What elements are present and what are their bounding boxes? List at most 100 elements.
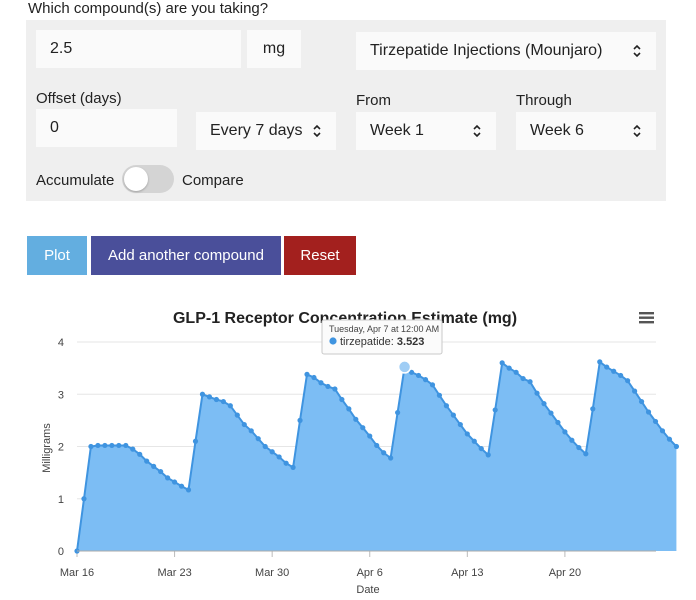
data-point <box>178 483 185 489</box>
from-select[interactable]: Week 1 <box>356 112 496 150</box>
y-axis-ticks: 0 1 2 3 4 <box>58 337 64 558</box>
data-point <box>555 419 561 426</box>
data-point <box>395 409 401 416</box>
y-tick-label: 3 <box>58 389 64 401</box>
data-point <box>199 391 206 397</box>
data-point <box>457 421 463 428</box>
compound-selected: Tirzepatide Injections (Mounjaro) <box>370 42 603 59</box>
data-point <box>443 403 450 409</box>
x-tick-label: Mar 16 <box>60 567 94 579</box>
data-point <box>597 359 603 365</box>
data-point <box>429 382 436 388</box>
data-point <box>109 442 115 449</box>
data-point <box>506 365 512 371</box>
data-point <box>137 451 143 457</box>
data-point <box>95 442 101 449</box>
data-point <box>492 407 498 413</box>
data-point <box>464 431 470 437</box>
dose-unit-label: mg <box>247 30 301 68</box>
data-point <box>332 386 338 392</box>
data-point <box>632 388 638 394</box>
tooltip-series-dot <box>329 337 337 345</box>
data-point <box>185 487 192 493</box>
through-select[interactable]: Week 6 <box>516 112 656 150</box>
data-point <box>116 442 122 449</box>
data-point <box>144 458 150 464</box>
select-chevron-icon <box>313 124 321 138</box>
series-area <box>77 361 677 551</box>
concentration-chart: GLP-1 Receptor Concentration Estimate (m… <box>41 310 680 596</box>
data-point <box>213 396 219 403</box>
data-point <box>151 463 157 469</box>
data-point <box>562 429 568 435</box>
data-point <box>485 452 491 458</box>
tooltip-value-line: tirzepatide: 3.523 <box>340 336 424 348</box>
x-axis-ticks: Mar 16 Mar 23 Mar 30 Apr 6 Apr 13 Apr 20 <box>60 551 581 579</box>
series-points <box>74 359 680 554</box>
data-point <box>297 417 303 423</box>
chart-menu-icon[interactable] <box>639 312 654 324</box>
data-point <box>652 418 659 425</box>
data-point <box>192 438 199 444</box>
data-point <box>471 438 477 444</box>
compound-select[interactable]: Tirzepatide Injections (Mounjaro) <box>356 32 656 70</box>
data-point <box>206 394 213 400</box>
x-tick-label: Apr 6 <box>357 567 383 579</box>
data-point <box>248 428 254 434</box>
from-label: From <box>356 92 391 109</box>
from-selected: Week 1 <box>370 122 424 139</box>
add-compound-button[interactable]: Add another compound <box>91 236 281 275</box>
select-chevron-icon <box>633 44 641 58</box>
data-point <box>450 412 456 418</box>
data-point <box>520 375 526 382</box>
data-point <box>130 446 136 452</box>
data-point <box>576 444 582 451</box>
y-axis-title: Milligrams <box>41 423 53 473</box>
data-point <box>367 433 373 439</box>
data-point <box>276 454 282 460</box>
tooltip-date: Tuesday, Apr 7 at 12:00 AM <box>329 324 439 334</box>
data-point <box>673 443 680 450</box>
data-point <box>290 464 296 470</box>
data-point <box>102 442 108 449</box>
data-point <box>234 412 240 418</box>
data-point <box>318 380 324 386</box>
dose-input[interactable]: 2.5 <box>36 30 241 68</box>
data-point <box>645 409 652 415</box>
data-point <box>499 360 505 366</box>
accumulate-label: Accumulate <box>36 172 115 189</box>
select-chevron-icon <box>473 124 481 138</box>
data-point <box>638 398 645 405</box>
chart-tooltip: Tuesday, Apr 7 at 12:00 AM tirzepatide: … <box>321 319 443 355</box>
data-point <box>541 401 547 407</box>
y-tick-label: 1 <box>58 494 64 506</box>
dose-unit: mg <box>262 40 286 57</box>
offset-input[interactable]: 0 <box>36 109 177 147</box>
data-point <box>611 368 617 374</box>
data-point <box>360 425 366 431</box>
x-tick-label: Apr 13 <box>451 567 483 579</box>
dose-value: 2.5 <box>50 40 73 57</box>
data-point <box>625 378 631 384</box>
x-tick-label: Mar 30 <box>255 567 289 579</box>
toggle-knob[interactable] <box>124 167 148 191</box>
select-chevron-icon <box>633 124 641 138</box>
frequency-select[interactable]: Every 7 days <box>196 112 336 150</box>
data-point <box>583 451 589 457</box>
hover-marker <box>397 360 412 374</box>
reset-button[interactable]: Reset <box>284 236 356 275</box>
data-point <box>590 406 596 412</box>
data-point <box>569 437 575 443</box>
accumulate-compare-toggle[interactable] <box>122 165 174 193</box>
data-point <box>269 449 275 455</box>
y-tick-label: 4 <box>58 337 64 349</box>
data-point <box>325 383 331 390</box>
data-point <box>408 369 415 375</box>
data-point <box>311 374 317 381</box>
through-selected: Week 6 <box>530 122 584 139</box>
data-point <box>666 436 673 442</box>
through-label: Through <box>516 92 572 109</box>
data-point <box>478 445 484 452</box>
data-point <box>220 398 226 405</box>
plot-button[interactable]: Plot <box>27 236 87 275</box>
